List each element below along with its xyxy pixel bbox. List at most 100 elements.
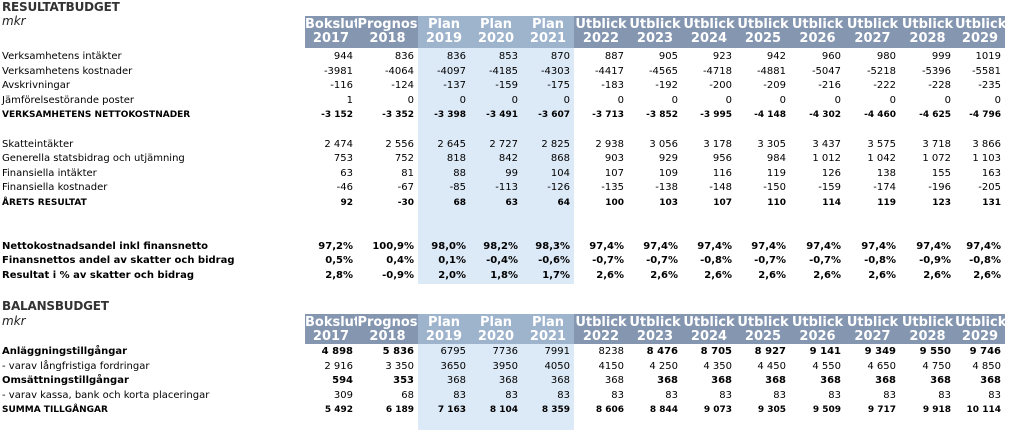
table-cell: 97,4% xyxy=(806,240,841,252)
table-cell: -46 xyxy=(336,182,353,194)
table-cell: -5581 xyxy=(971,65,1001,77)
table-cell xyxy=(356,123,417,138)
table-cell: -138 xyxy=(655,182,678,194)
table-cell: 88 xyxy=(453,167,466,179)
table-cell: -209 xyxy=(763,80,786,92)
table-cell: 2,6% xyxy=(596,270,624,281)
table-cell: -0,8% xyxy=(969,255,1001,267)
table-cell: 107 xyxy=(604,167,624,179)
table-cell xyxy=(521,123,573,138)
table-cell: 980 xyxy=(876,51,896,62)
table-cell: 9 305 xyxy=(757,405,786,416)
balans-title: BALANSBUDGET xyxy=(2,299,109,313)
table-cell: 9 509 xyxy=(812,405,841,416)
table-row: Jämförelsestörande poster 1 0 0 0 0 0 0 0 0 0 0 0 0 xyxy=(0,94,1024,109)
table-cell: 842 xyxy=(498,153,518,165)
table-cell: 1 042 xyxy=(867,153,896,165)
table-cell xyxy=(735,211,789,226)
table-cell xyxy=(681,123,735,138)
table-cell: 1,7% xyxy=(542,270,570,281)
table-cell: -135 xyxy=(601,182,624,194)
table-cell: -4718 xyxy=(702,65,732,77)
table-cell xyxy=(356,225,417,240)
table-cell: 3 056 xyxy=(649,138,678,150)
table-cell: -150 xyxy=(763,182,786,194)
table-cell: 368 xyxy=(657,375,678,387)
table-cell xyxy=(417,211,469,226)
table-cell: -3 995 xyxy=(700,110,732,121)
row-label: - varav kassa, bank och korta placeringa… xyxy=(2,389,210,401)
table-cell xyxy=(681,211,735,226)
table-cell: 9 349 xyxy=(864,346,896,357)
table-cell: 97,4% xyxy=(861,240,896,252)
table-cell: 163 xyxy=(981,167,1001,179)
table-cell: -0,9% xyxy=(382,270,414,281)
table-cell: 752 xyxy=(394,153,414,165)
table-cell: -113 xyxy=(495,182,518,194)
table-cell: 81 xyxy=(401,167,414,179)
table-row: Skatteintäkter 2 474 2 556 2 645 2 727 2 825 2… xyxy=(0,138,1024,153)
table-cell: 10 114 xyxy=(966,405,1001,416)
table-cell: 0 xyxy=(725,94,732,106)
table-row: Finansnettos andel av skatter och bidrag… xyxy=(0,254,1024,269)
table-cell: 0,5% xyxy=(325,255,353,267)
table-cell: 0 xyxy=(511,94,518,106)
table-cell: 0 xyxy=(617,94,624,106)
table-cell: 368 xyxy=(711,375,732,387)
column-header-year: 2020 xyxy=(477,329,515,344)
table-cell: 97,4% xyxy=(697,240,732,252)
column-header-type: Utblick xyxy=(955,315,1007,330)
table-cell: 9 141 xyxy=(809,346,841,357)
table-cell xyxy=(417,123,469,138)
table-cell: -116 xyxy=(330,80,353,92)
table-cell: 0 xyxy=(994,94,1001,106)
table-cell: 2 825 xyxy=(541,138,570,150)
resultat-title: RESULTATBUDGET xyxy=(2,0,120,14)
table-cell xyxy=(573,211,627,226)
table-cell: -126 xyxy=(547,182,570,194)
table-cell: 97,4% xyxy=(643,240,678,252)
table-cell: 944 xyxy=(333,51,353,62)
table-cell: 100 xyxy=(605,198,624,208)
row-label xyxy=(0,123,304,138)
table-cell: -5047 xyxy=(811,65,841,77)
table-cell: 83 xyxy=(828,389,841,401)
table-cell: 4 850 xyxy=(972,360,1001,372)
table-cell: 836 xyxy=(446,51,466,62)
resultat-header-row: Bokslut 2017 Prognos 2018 Plan 2019 Plan 2020 Pl… xyxy=(305,16,1006,48)
table-cell: 3 866 xyxy=(972,138,1001,150)
table-cell: 368 xyxy=(980,375,1001,387)
column-header-2022: Utblick 2022 xyxy=(574,16,628,48)
row-label: Skatteintäkter xyxy=(2,138,74,150)
table-cell: 9 073 xyxy=(703,405,732,416)
table-cell: 2 645 xyxy=(437,138,466,150)
table-cell: 4 350 xyxy=(703,360,732,372)
column-header-2027: Utblick 2027 xyxy=(845,314,900,344)
table-cell: 97,4% xyxy=(589,240,624,252)
table-cell xyxy=(681,225,735,240)
table-cell: 3 178 xyxy=(703,138,732,150)
table-cell: -0,7% xyxy=(809,255,841,267)
table-cell: -4 625 xyxy=(919,110,951,121)
row-label xyxy=(0,225,304,240)
table-cell: 0 xyxy=(563,94,570,106)
table-cell: 1 xyxy=(346,94,353,106)
row-label: ÅRETS RESULTAT xyxy=(2,198,87,208)
column-header-year: 2019 xyxy=(425,31,463,46)
table-cell: 6 189 xyxy=(385,405,414,416)
table-cell xyxy=(954,211,1004,226)
table-cell: 923 xyxy=(712,51,732,62)
table-cell: 3650 xyxy=(440,360,466,372)
table-row: Verksamhetens kostnader -3981 -4064 -4097 -4… xyxy=(0,65,1024,80)
column-header-2024: Utblick 2024 xyxy=(682,16,736,48)
column-header-2020: Plan 2020 xyxy=(470,16,522,48)
table-cell: -5396 xyxy=(921,65,951,77)
table-cell: 8 705 xyxy=(700,346,732,357)
table-cell: -4 460 xyxy=(864,110,896,121)
column-header-type: Utblick xyxy=(901,315,954,330)
table-cell: 3 305 xyxy=(757,138,786,150)
table-cell: -124 xyxy=(391,80,414,92)
table-cell: 8 359 xyxy=(541,405,570,416)
column-header-2018: Prognos 2018 xyxy=(357,16,418,48)
column-header-year: 2029 xyxy=(961,31,999,46)
